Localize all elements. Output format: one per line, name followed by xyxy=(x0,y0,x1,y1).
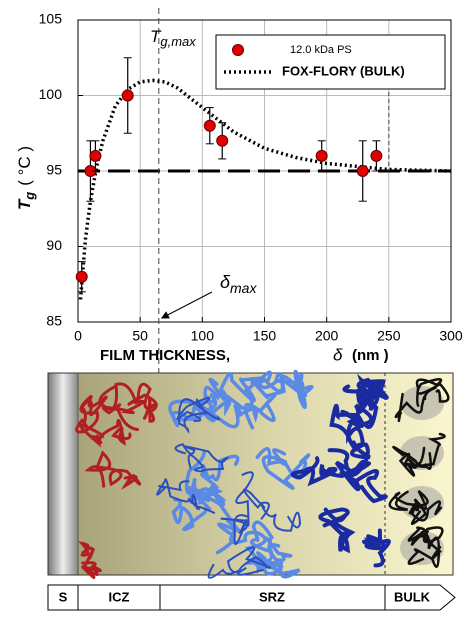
chart: 85 90 95 100 105 0 50 100 150 200 250 300 12.0 kDa P… xyxy=(15,8,463,575)
chains xyxy=(75,369,450,579)
data-point xyxy=(356,165,369,177)
y-tick-label: 85 xyxy=(46,313,62,329)
chain xyxy=(215,522,283,574)
bulk-arrow xyxy=(384,584,456,611)
y-axis-label-sub: g xyxy=(22,192,37,201)
legend-label: FOX-FLORY (BULK) xyxy=(282,63,405,78)
zone-label: S xyxy=(59,589,68,604)
y-axis-label: Tg ( °C ) xyxy=(15,146,37,210)
x-tick-label: 150 xyxy=(253,328,277,344)
chain xyxy=(75,394,109,434)
data-point xyxy=(315,149,328,162)
chain xyxy=(318,507,356,554)
annotation: δmax xyxy=(220,272,257,296)
chain xyxy=(394,386,437,423)
chain xyxy=(327,409,371,477)
y-axis-label-main: T xyxy=(15,198,34,210)
chain xyxy=(392,432,446,468)
x-axis-label-unit: (nm ) xyxy=(352,347,389,364)
schematic-frame xyxy=(47,372,454,576)
annotation-sub: max xyxy=(230,280,257,296)
data-point xyxy=(89,149,102,162)
y-tick-label: 90 xyxy=(46,237,62,253)
fit-curve xyxy=(78,78,451,300)
data-point xyxy=(203,119,216,132)
chain xyxy=(156,478,216,514)
chain xyxy=(356,373,386,411)
chain xyxy=(78,541,102,579)
x-axis-label: FILM THICKNESS, xyxy=(100,347,230,364)
data-point xyxy=(370,149,383,162)
schematic xyxy=(47,369,454,579)
chain xyxy=(78,419,132,448)
chain xyxy=(174,443,230,473)
zone-label: BULK xyxy=(394,589,431,604)
substrate xyxy=(47,372,79,576)
annotation: Tg,max xyxy=(150,27,196,49)
chain xyxy=(127,382,158,423)
data-point xyxy=(216,134,229,147)
chain xyxy=(220,471,254,546)
zone-bar: S ICZ SRZ BULK xyxy=(47,584,456,611)
annotation-main: δ xyxy=(220,272,231,292)
zone-box xyxy=(47,584,386,611)
legend-label: 12.0 kDa PS xyxy=(290,44,352,56)
chain xyxy=(253,551,301,579)
chain xyxy=(84,450,142,490)
zone-label: SRZ xyxy=(259,589,285,604)
chain xyxy=(199,454,240,508)
chain xyxy=(415,378,450,407)
annotation-sub: g,max xyxy=(160,34,196,49)
chain xyxy=(276,369,314,410)
y-axis-label-unit: ( °C ) xyxy=(15,146,34,186)
x-tick-label: 300 xyxy=(439,328,463,344)
annotation-main: T xyxy=(150,27,162,46)
x-tick-label: 250 xyxy=(377,328,401,344)
annotation-arrow xyxy=(160,291,213,319)
chain xyxy=(407,533,441,568)
chain xyxy=(362,528,391,568)
x-tick-label: 200 xyxy=(315,328,339,344)
chain xyxy=(329,403,378,452)
x-tick-label: 0 xyxy=(74,328,82,344)
legend-box xyxy=(215,34,446,90)
data-point xyxy=(75,270,88,283)
y-tick-label: 100 xyxy=(39,86,63,102)
chain xyxy=(176,396,220,434)
chain xyxy=(408,500,443,526)
chain xyxy=(388,489,429,512)
legend-marker xyxy=(232,44,244,56)
chain xyxy=(255,447,311,490)
chain xyxy=(242,488,302,532)
x-tick-label: 100 xyxy=(191,328,215,344)
chain xyxy=(290,456,372,487)
x-tick-label: 50 xyxy=(132,328,148,344)
y-tick-label: 95 xyxy=(46,162,62,178)
chain xyxy=(207,546,272,579)
x-axis-label-symbol: δ xyxy=(333,345,343,364)
zone-label: ICZ xyxy=(109,589,130,604)
chain xyxy=(98,382,145,431)
data-point xyxy=(121,89,134,102)
y-tick-label: 105 xyxy=(39,11,63,27)
chain xyxy=(250,520,293,563)
